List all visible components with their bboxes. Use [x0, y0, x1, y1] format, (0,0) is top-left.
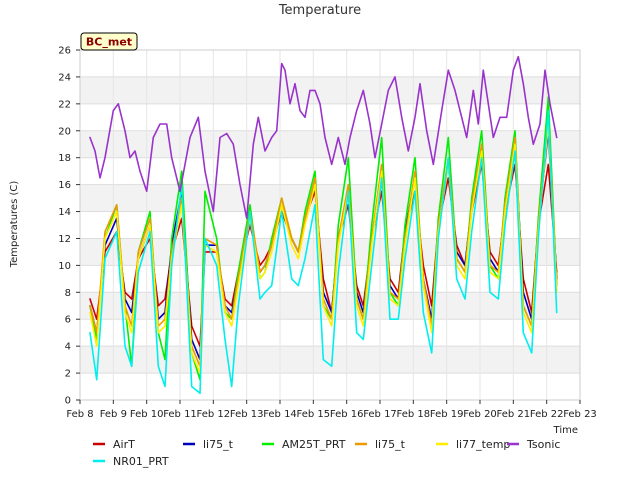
plot-band — [80, 184, 580, 212]
y-tick-label: 6 — [65, 315, 71, 326]
y-tick-label: 18 — [58, 153, 71, 164]
plot-band — [80, 157, 580, 185]
series-line-li77-temp-4 — [89, 123, 558, 374]
chart-title: Temperature — [278, 3, 361, 18]
plot-band — [80, 238, 580, 266]
x-tick-label: Feb 16 — [330, 409, 364, 420]
plot-band — [80, 346, 580, 374]
y-tick-label: 8 — [65, 288, 71, 299]
x-tick-label: Feb 15 — [297, 409, 331, 420]
series-line-tsonic-6 — [89, 55, 558, 220]
y-tick-label: 26 — [58, 46, 71, 57]
station-badge-label: BC_met — [86, 36, 132, 49]
y-tick-label: 24 — [58, 72, 71, 83]
station-badge: BC_met — [80, 32, 138, 51]
x-tick-label: Feb 21 — [497, 409, 531, 420]
legend-label: li77_temp — [456, 438, 510, 451]
y-tick-label: 2 — [65, 369, 71, 380]
plot-band — [80, 50, 580, 77]
x-axis-title: Time — [553, 425, 578, 436]
x-tick-label: Feb 23 — [563, 409, 597, 420]
series-layer — [89, 55, 558, 395]
legend-label: AM25T_PRT — [282, 438, 346, 451]
y-tick-label: 16 — [58, 180, 71, 191]
y-tick-label: 4 — [65, 342, 71, 353]
x-tick-label: Feb 8 — [66, 409, 93, 420]
x-tick-label: Feb 20 — [463, 409, 497, 420]
y-tick-label: 0 — [65, 396, 71, 407]
plot-band — [80, 373, 580, 400]
station-badge-box — [80, 32, 138, 51]
legend: AirT li75_t AM25T_PRT li75_t li77_temp Tsonic… — [93, 438, 560, 468]
y-tick-label: 22 — [58, 99, 71, 110]
y-tick-label: 12 — [58, 234, 71, 245]
x-tick-label: Feb 18 — [397, 409, 431, 420]
x-tick-label: Feb 12 — [197, 409, 231, 420]
y-axis-title: Temperatures (C) — [9, 181, 20, 269]
legend-label: li75_t — [375, 438, 406, 451]
plot-band — [80, 211, 580, 239]
x-tick-label: Feb 10 — [130, 409, 164, 420]
y-tick-label: 14 — [58, 207, 71, 218]
series-line-nr01-prt-5 — [89, 109, 558, 395]
x-axis: Feb 8 Feb 9 Feb 10 Feb 11 Feb 12 Feb 13 Feb 14… — [66, 400, 597, 420]
plot-band — [80, 76, 580, 104]
legend-label: li75_t — [203, 438, 234, 451]
x-tick-label: Feb 14 — [263, 409, 297, 420]
x-tick-label: Feb 11 — [163, 409, 197, 420]
x-tick-label: Feb 19 — [430, 409, 464, 420]
legend-label: Tsonic — [526, 438, 560, 451]
x-tick-label: Feb 22 — [530, 409, 564, 420]
x-tick-label: Feb 13 — [230, 409, 264, 420]
x-tick-label: Feb 9 — [100, 409, 127, 420]
legend-label: NR01_PRT — [113, 455, 169, 468]
y-tick-label: 10 — [58, 261, 71, 272]
x-tick-label: Feb 17 — [363, 409, 397, 420]
legend-label: AirT — [113, 438, 135, 451]
plot-band — [80, 130, 580, 158]
plot-frame — [79, 49, 581, 401]
y-tick-label: 20 — [58, 126, 71, 137]
